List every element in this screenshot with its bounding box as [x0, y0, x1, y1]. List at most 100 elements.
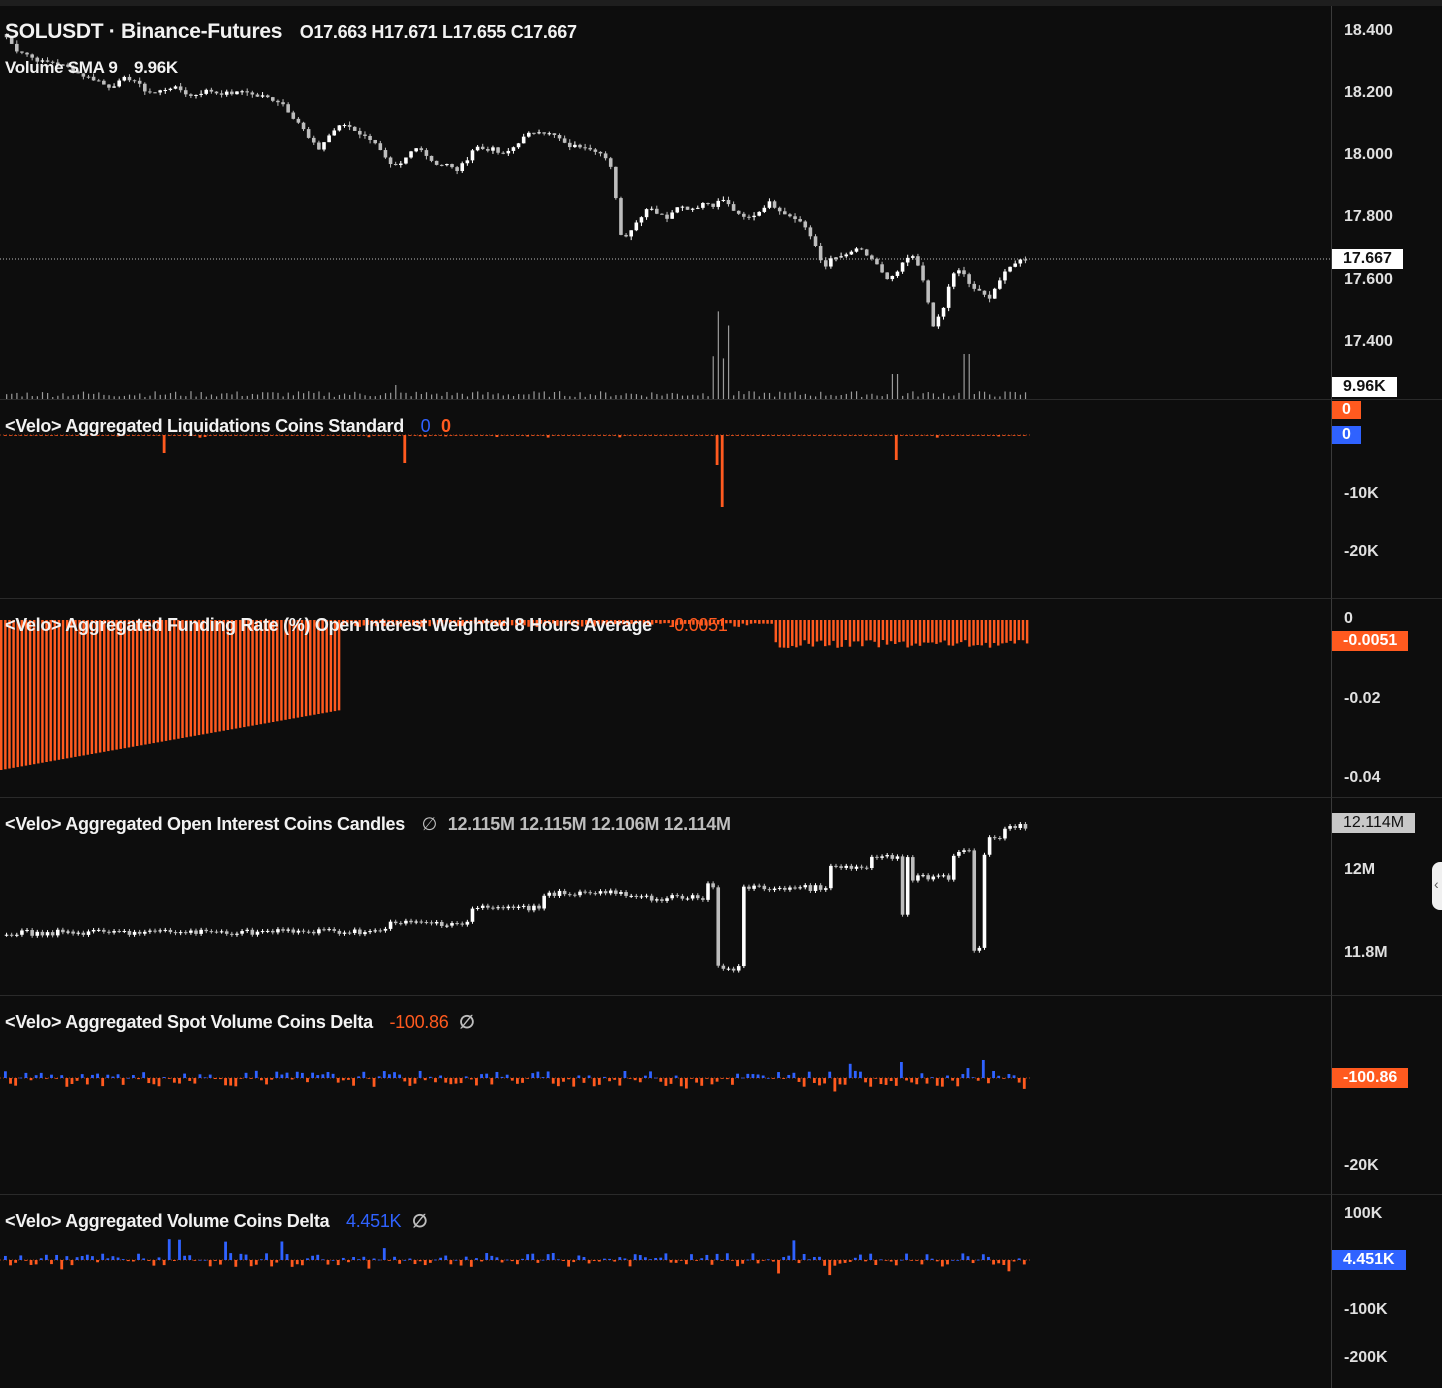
- spot-delta-bar: [777, 1072, 780, 1078]
- oi-candle: [731, 968, 736, 971]
- volume-bar: [456, 392, 458, 399]
- spot-delta-chart[interactable]: [0, 996, 1331, 1194]
- price-candle: [685, 206, 690, 210]
- volume-delta-axis[interactable]: 100K 4.451K -100K -200K: [1331, 1195, 1442, 1388]
- volume-bar: [610, 396, 612, 399]
- volume-delta-bar: [280, 1241, 284, 1260]
- liquidation-bar: [500, 435, 504, 436]
- volume-bar: [840, 395, 842, 399]
- oi-candle: [603, 891, 608, 894]
- funding-bar: [556, 620, 559, 626]
- volume-delta-title[interactable]: <Velo> Aggregated Volume Coins Delta: [5, 1211, 330, 1231]
- funding-bar: [659, 620, 662, 624]
- funding-bar: [539, 620, 543, 624]
- volume-delta-bar: [444, 1255, 448, 1260]
- spot-delta-bar: [316, 1075, 320, 1078]
- volume-delta-chart[interactable]: [0, 1195, 1331, 1388]
- spot-delta-bar: [920, 1073, 924, 1078]
- spot-delta-title[interactable]: <Velo> Aggregated Spot Volume Coins Delt…: [5, 1012, 373, 1032]
- volume-bar: [113, 396, 115, 399]
- liquidation-bar: [121, 435, 125, 436]
- volume-bar: [845, 393, 847, 399]
- liquidation-bar: [157, 435, 161, 436]
- volume-delta-value: 4.451K: [346, 1211, 402, 1231]
- volume-delta-bar: [464, 1256, 468, 1260]
- volume-delta-bar: [285, 1254, 289, 1260]
- funding-bar: [461, 620, 464, 626]
- spot-delta-bar: [203, 1077, 207, 1079]
- oi-candle: [660, 899, 664, 901]
- oi-candle: [429, 922, 434, 924]
- liquidation-bar: [915, 435, 919, 436]
- liquidation-bar: [290, 435, 294, 436]
- volume-delta-bar: [480, 1260, 483, 1262]
- liquidations-chart[interactable]: [0, 400, 1331, 598]
- price-candle: [911, 256, 915, 258]
- liquidation-bar: [848, 435, 852, 436]
- volume-delta-badge: 4.451K: [1332, 1250, 1406, 1270]
- spot-delta-bar: [229, 1078, 233, 1086]
- funding-bar: [276, 620, 279, 722]
- volume-delta-bar: [541, 1259, 545, 1261]
- open-interest-pane[interactable]: <Velo> Aggregated Open Interest Coins Ca…: [0, 798, 1331, 996]
- liquidation-bar: [874, 435, 878, 436]
- spot-delta-axis[interactable]: -100.86 -20K: [1331, 996, 1442, 1195]
- liquidation-bar: [101, 435, 105, 436]
- open-interest-chart[interactable]: [0, 798, 1331, 995]
- volume-delta-pane[interactable]: <Velo> Aggregated Volume Coins Delta 4.4…: [0, 1195, 1331, 1388]
- open-interest-title[interactable]: <Velo> Aggregated Open Interest Coins Ca…: [5, 814, 405, 834]
- funding-bar: [90, 620, 94, 754]
- oi-candle: [71, 931, 75, 934]
- liquidations-title[interactable]: <Velo> Aggregated Liquidations Coins Sta…: [5, 416, 404, 436]
- funding-bar: [420, 620, 423, 627]
- funding-bar: [848, 620, 852, 647]
- spot-delta-bar: [725, 1078, 729, 1080]
- volume-bar: [799, 394, 801, 399]
- liquidation-bar: [39, 435, 43, 436]
- price-candle: [905, 257, 910, 263]
- volume-bar: [11, 393, 13, 399]
- liquidation-bar: [700, 435, 704, 436]
- funding-title[interactable]: <Velo> Aggregated Funding Rate (%) Open …: [5, 615, 652, 635]
- oi-candle: [102, 929, 106, 932]
- spot-delta-bar: [731, 1078, 734, 1085]
- price-candle: [455, 167, 459, 172]
- funding-bar: [609, 620, 613, 624]
- price-candle: [153, 92, 157, 94]
- funding-chart[interactable]: [0, 599, 1331, 797]
- volume-bar: [528, 394, 530, 399]
- volume-bar: [77, 394, 79, 399]
- liquidations-pane[interactable]: <Velo> Aggregated Liquidations Coins Sta…: [0, 400, 1331, 599]
- price-candle: [655, 208, 659, 214]
- open-interest-axis[interactable]: 12.114M 12M 11.8M: [1331, 798, 1442, 996]
- funding-pane[interactable]: <Velo> Aggregated Funding Rate (%) Open …: [0, 599, 1331, 798]
- spot-delta-bar: [567, 1078, 571, 1080]
- symbol-title[interactable]: SOLUSDT · Binance-Futures: [5, 20, 283, 43]
- spot-delta-bar: [249, 1078, 253, 1079]
- price-chart[interactable]: [0, 6, 1331, 399]
- oi-candle: [393, 921, 398, 924]
- funding-bar: [8, 620, 11, 769]
- spot-delta-bar: [285, 1072, 289, 1078]
- liquidations-axis[interactable]: 0 0 -10K -20K: [1331, 400, 1442, 599]
- volume-label[interactable]: Volume SMA 9: [5, 58, 118, 77]
- spot-delta-pane[interactable]: <Velo> Aggregated Spot Volume Coins Delt…: [0, 996, 1331, 1195]
- oi-candle: [1018, 823, 1023, 828]
- liquidation-bar: [34, 435, 38, 436]
- volume-delta-bar: [96, 1260, 99, 1263]
- volume-bar: [548, 396, 550, 399]
- price-axis[interactable]: 18.400 18.200 18.000 17.800 17.600 17.40…: [1331, 6, 1442, 400]
- liquidation-bar: [475, 435, 478, 436]
- price-pane[interactable]: SOLUSDT · Binance-Futures O17.663 H17.67…: [0, 6, 1331, 400]
- price-candle: [173, 86, 178, 89]
- funding-bar: [346, 620, 349, 624]
- spot-delta-bar: [853, 1070, 857, 1078]
- funding-axis[interactable]: 0 -0.0051 -0.02 -0.04: [1331, 599, 1442, 798]
- price-candle: [317, 142, 321, 150]
- price-candle: [434, 160, 439, 165]
- collapse-panel-handle[interactable]: ‹: [1432, 862, 1442, 910]
- volume-delta-bar: [700, 1258, 704, 1260]
- price-candle: [40, 60, 45, 62]
- oi-candle: [404, 920, 408, 924]
- liquidation-bar: [577, 435, 581, 436]
